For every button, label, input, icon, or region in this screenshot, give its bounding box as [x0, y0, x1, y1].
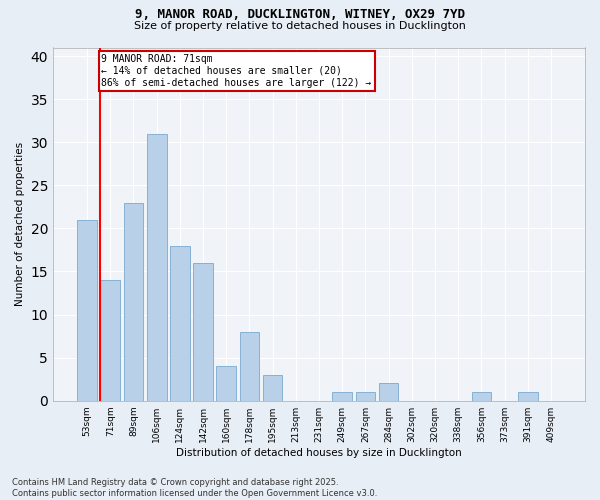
Bar	[193, 263, 213, 400]
Text: Contains HM Land Registry data © Crown copyright and database right 2025.
Contai: Contains HM Land Registry data © Crown c…	[12, 478, 377, 498]
Bar	[263, 375, 283, 400]
Bar	[239, 332, 259, 400]
Bar	[77, 220, 97, 400]
X-axis label: Distribution of detached houses by size in Ducklington: Distribution of detached houses by size …	[176, 448, 462, 458]
Bar	[124, 202, 143, 400]
Y-axis label: Number of detached properties: Number of detached properties	[15, 142, 25, 306]
Bar	[518, 392, 538, 400]
Bar	[379, 384, 398, 400]
Bar	[170, 246, 190, 400]
Text: Size of property relative to detached houses in Ducklington: Size of property relative to detached ho…	[134, 21, 466, 31]
Text: 9 MANOR ROAD: 71sqm
← 14% of detached houses are smaller (20)
86% of semi-detach: 9 MANOR ROAD: 71sqm ← 14% of detached ho…	[101, 54, 372, 88]
Bar	[472, 392, 491, 400]
Bar	[217, 366, 236, 400]
Text: 9, MANOR ROAD, DUCKLINGTON, WITNEY, OX29 7YD: 9, MANOR ROAD, DUCKLINGTON, WITNEY, OX29…	[135, 8, 465, 20]
Bar	[332, 392, 352, 400]
Bar	[100, 280, 120, 400]
Bar	[356, 392, 375, 400]
Bar	[147, 134, 167, 400]
